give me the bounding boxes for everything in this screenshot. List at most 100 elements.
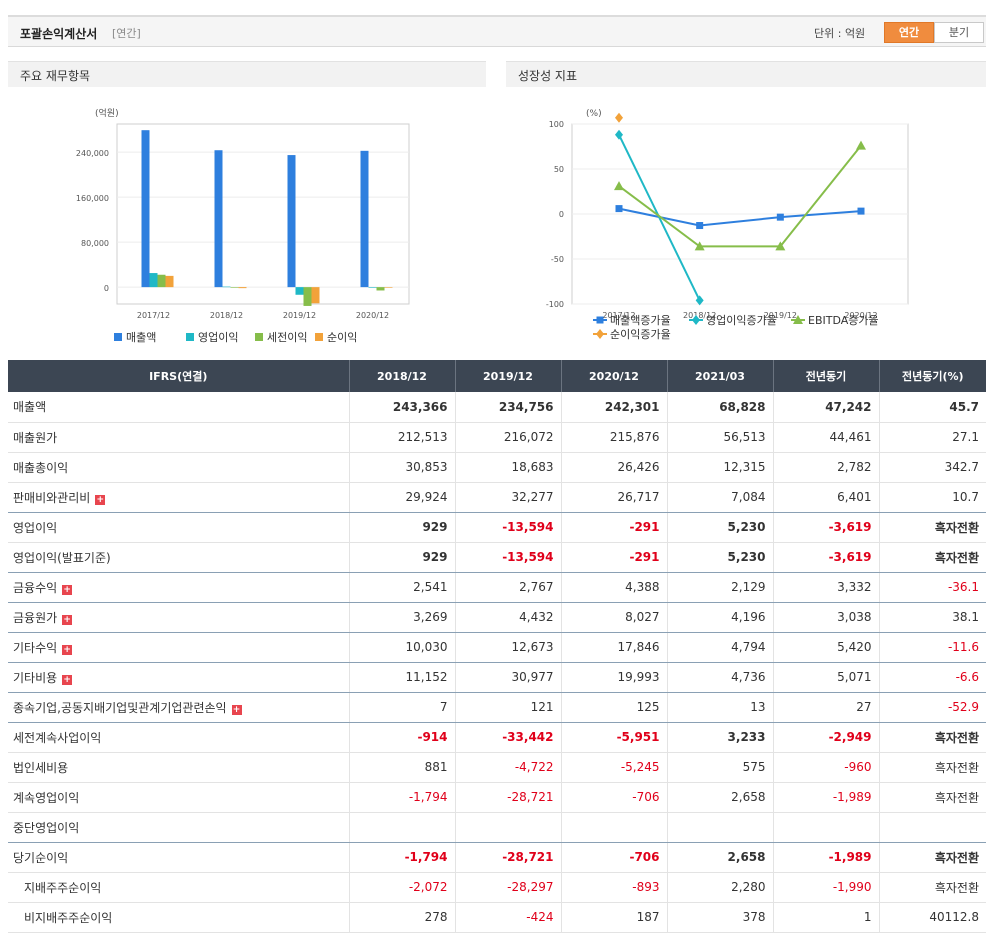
bar bbox=[311, 287, 320, 304]
header-period: 2021/03 bbox=[667, 360, 774, 392]
bar bbox=[303, 287, 312, 306]
row-label-text: 금융수익 bbox=[13, 580, 58, 595]
value-cell: -4,722 bbox=[455, 752, 562, 783]
table-row: 법인세비용 881 -4,722 -5,245 575 -960 흑자전환 bbox=[8, 752, 986, 783]
value-cell: 3,038 bbox=[773, 602, 880, 633]
value-cell: 26,717 bbox=[561, 482, 668, 513]
legend-label: 영업이익 bbox=[198, 331, 238, 344]
value-cell bbox=[349, 812, 456, 843]
value-cell: 40112.8 bbox=[879, 902, 986, 933]
value-cell: 212,513 bbox=[349, 422, 456, 453]
table-row: 영업이익 929 -13,594 -291 5,230 -3,619 흑자전환 bbox=[8, 512, 986, 543]
value-cell: 4,196 bbox=[667, 602, 774, 633]
data-point bbox=[596, 329, 604, 339]
value-cell: -291 bbox=[561, 512, 668, 543]
row-label-text: 매출액 bbox=[13, 400, 47, 415]
value-cell: 3,269 bbox=[349, 602, 456, 633]
value-cell: 8,027 bbox=[561, 602, 668, 633]
quarter-toggle-button[interactable]: 분기 bbox=[934, 22, 984, 43]
data-point bbox=[856, 140, 866, 150]
table-row: 판매비와관리비 +29,924 32,277 26,717 7,084 6,401 10.7 bbox=[8, 482, 986, 513]
value-cell: -5,951 bbox=[561, 722, 668, 753]
growth-line-chart: 100 50 0 -50 -100 (%) 2017/12 2018/12 2019/12 202… bbox=[546, 109, 909, 341]
row-label-text: 세전계속사업이익 bbox=[13, 730, 102, 745]
value-cell: -11.6 bbox=[879, 632, 986, 663]
value-cell: 19,993 bbox=[561, 662, 668, 693]
value-cell bbox=[879, 812, 986, 843]
value-cell: 2,129 bbox=[667, 572, 774, 603]
value-cell: 흑자전환 bbox=[879, 752, 986, 783]
growth-panel-header: 성장성 지표 bbox=[506, 61, 986, 87]
legend-label: 순이익 bbox=[327, 331, 357, 344]
row-label-text: 금융원가 bbox=[13, 610, 58, 625]
period-tag: [연간] bbox=[112, 27, 141, 40]
row-label-text: 기타수익 bbox=[13, 640, 58, 655]
value-cell bbox=[773, 812, 880, 843]
value-cell: 12,315 bbox=[667, 452, 774, 483]
expand-plus-icon[interactable]: + bbox=[62, 614, 73, 625]
table-row: 기타수익 +10,030 12,673 17,846 4,794 5,420 -11.6 bbox=[8, 632, 986, 663]
expand-plus-icon[interactable]: + bbox=[95, 494, 106, 505]
table-row: 당기순이익 -1,794 -28,721 -706 2,658 -1,989 흑자전환 bbox=[8, 842, 986, 873]
value-cell: 17,846 bbox=[561, 632, 668, 663]
value-cell: 10.7 bbox=[879, 482, 986, 513]
value-cell: 2,782 bbox=[773, 452, 880, 483]
value-cell: 30,977 bbox=[455, 662, 562, 693]
header-period: 2018/12 bbox=[349, 360, 456, 392]
row-label: 당기순이익 bbox=[8, 842, 350, 873]
value-cell: 2,541 bbox=[349, 572, 456, 603]
row-label-text: 영업이익(발표기준) bbox=[13, 550, 111, 565]
expand-plus-icon[interactable]: + bbox=[231, 704, 242, 715]
value-cell: -36.1 bbox=[879, 572, 986, 603]
value-cell bbox=[455, 812, 562, 843]
value-cell: 5,230 bbox=[667, 542, 774, 573]
expand-plus-icon[interactable]: + bbox=[62, 584, 73, 595]
value-cell: 242,301 bbox=[561, 392, 668, 423]
legend-swatch bbox=[186, 333, 194, 341]
expand-plus-icon[interactable]: + bbox=[62, 674, 73, 685]
value-cell: 흑자전환 bbox=[879, 722, 986, 753]
data-point bbox=[615, 112, 623, 123]
value-cell: 3,332 bbox=[773, 572, 880, 603]
x-tick-label: 2018/12 bbox=[683, 311, 716, 320]
row-label-text: 종속기업,공동지배기업및관계기업관련손익 bbox=[13, 700, 227, 715]
value-cell: 234,756 bbox=[455, 392, 562, 423]
value-cell: 2,767 bbox=[455, 572, 562, 603]
value-cell: -6.6 bbox=[879, 662, 986, 693]
value-cell: -52.9 bbox=[879, 692, 986, 723]
annual-toggle-button[interactable]: 연간 bbox=[884, 22, 934, 43]
table-row: 영업이익(발표기준) 929 -13,594 -291 5,230 -3,619 흑자전환 bbox=[8, 542, 986, 573]
table-row: 금융수익 +2,541 2,767 4,388 2,129 3,332 -36.1 bbox=[8, 572, 986, 603]
value-cell: 12,673 bbox=[455, 632, 562, 663]
value-cell: -3,619 bbox=[773, 512, 880, 543]
row-label: 금융원가 + bbox=[8, 602, 350, 633]
legend-label: 매출액증가율 bbox=[610, 314, 671, 327]
value-cell: 1 bbox=[773, 902, 880, 933]
data-point bbox=[857, 207, 865, 215]
x-tick-label: 2020/12 bbox=[356, 311, 389, 320]
table-row: 세전계속사업이익 -914 -33,442 -5,951 3,233 -2,949 흑자전환 bbox=[8, 722, 986, 753]
data-point bbox=[776, 213, 784, 221]
value-cell: 흑자전환 bbox=[879, 512, 986, 543]
x-tick-label: 2019/12 bbox=[764, 311, 797, 320]
expand-plus-icon[interactable]: + bbox=[62, 644, 73, 655]
value-cell: 32,277 bbox=[455, 482, 562, 513]
unit-label: 단위 : 억원 bbox=[814, 27, 866, 40]
value-cell: 2,658 bbox=[667, 782, 774, 813]
x-tick-label: 2017/12 bbox=[137, 311, 170, 320]
value-cell: 5,071 bbox=[773, 662, 880, 693]
x-tick-label: 2020/12 bbox=[844, 311, 877, 320]
table-row: 종속기업,공동지배기업및관계기업관련손익 +7 121 125 13 27 -52.9 bbox=[8, 692, 986, 723]
row-label-text: 판매비와관리비 bbox=[13, 490, 91, 505]
table-row: 계속영업이익 -1,794 -28,721 -706 2,658 -1,989 흑자전환 bbox=[8, 782, 986, 813]
data-point bbox=[775, 241, 786, 251]
value-cell: 흑자전환 bbox=[879, 782, 986, 813]
value-cell: 흑자전환 bbox=[879, 842, 986, 873]
key-items-panel-header: 주요 재무항목 bbox=[8, 61, 486, 87]
bar bbox=[157, 274, 166, 288]
value-cell: -1,989 bbox=[773, 782, 880, 813]
row-label: 금융수익 + bbox=[8, 572, 350, 603]
row-label: 매출총이익 bbox=[8, 452, 350, 483]
y-tick-label: 100 bbox=[549, 120, 564, 129]
row-label-text: 계속영업이익 bbox=[13, 790, 80, 805]
